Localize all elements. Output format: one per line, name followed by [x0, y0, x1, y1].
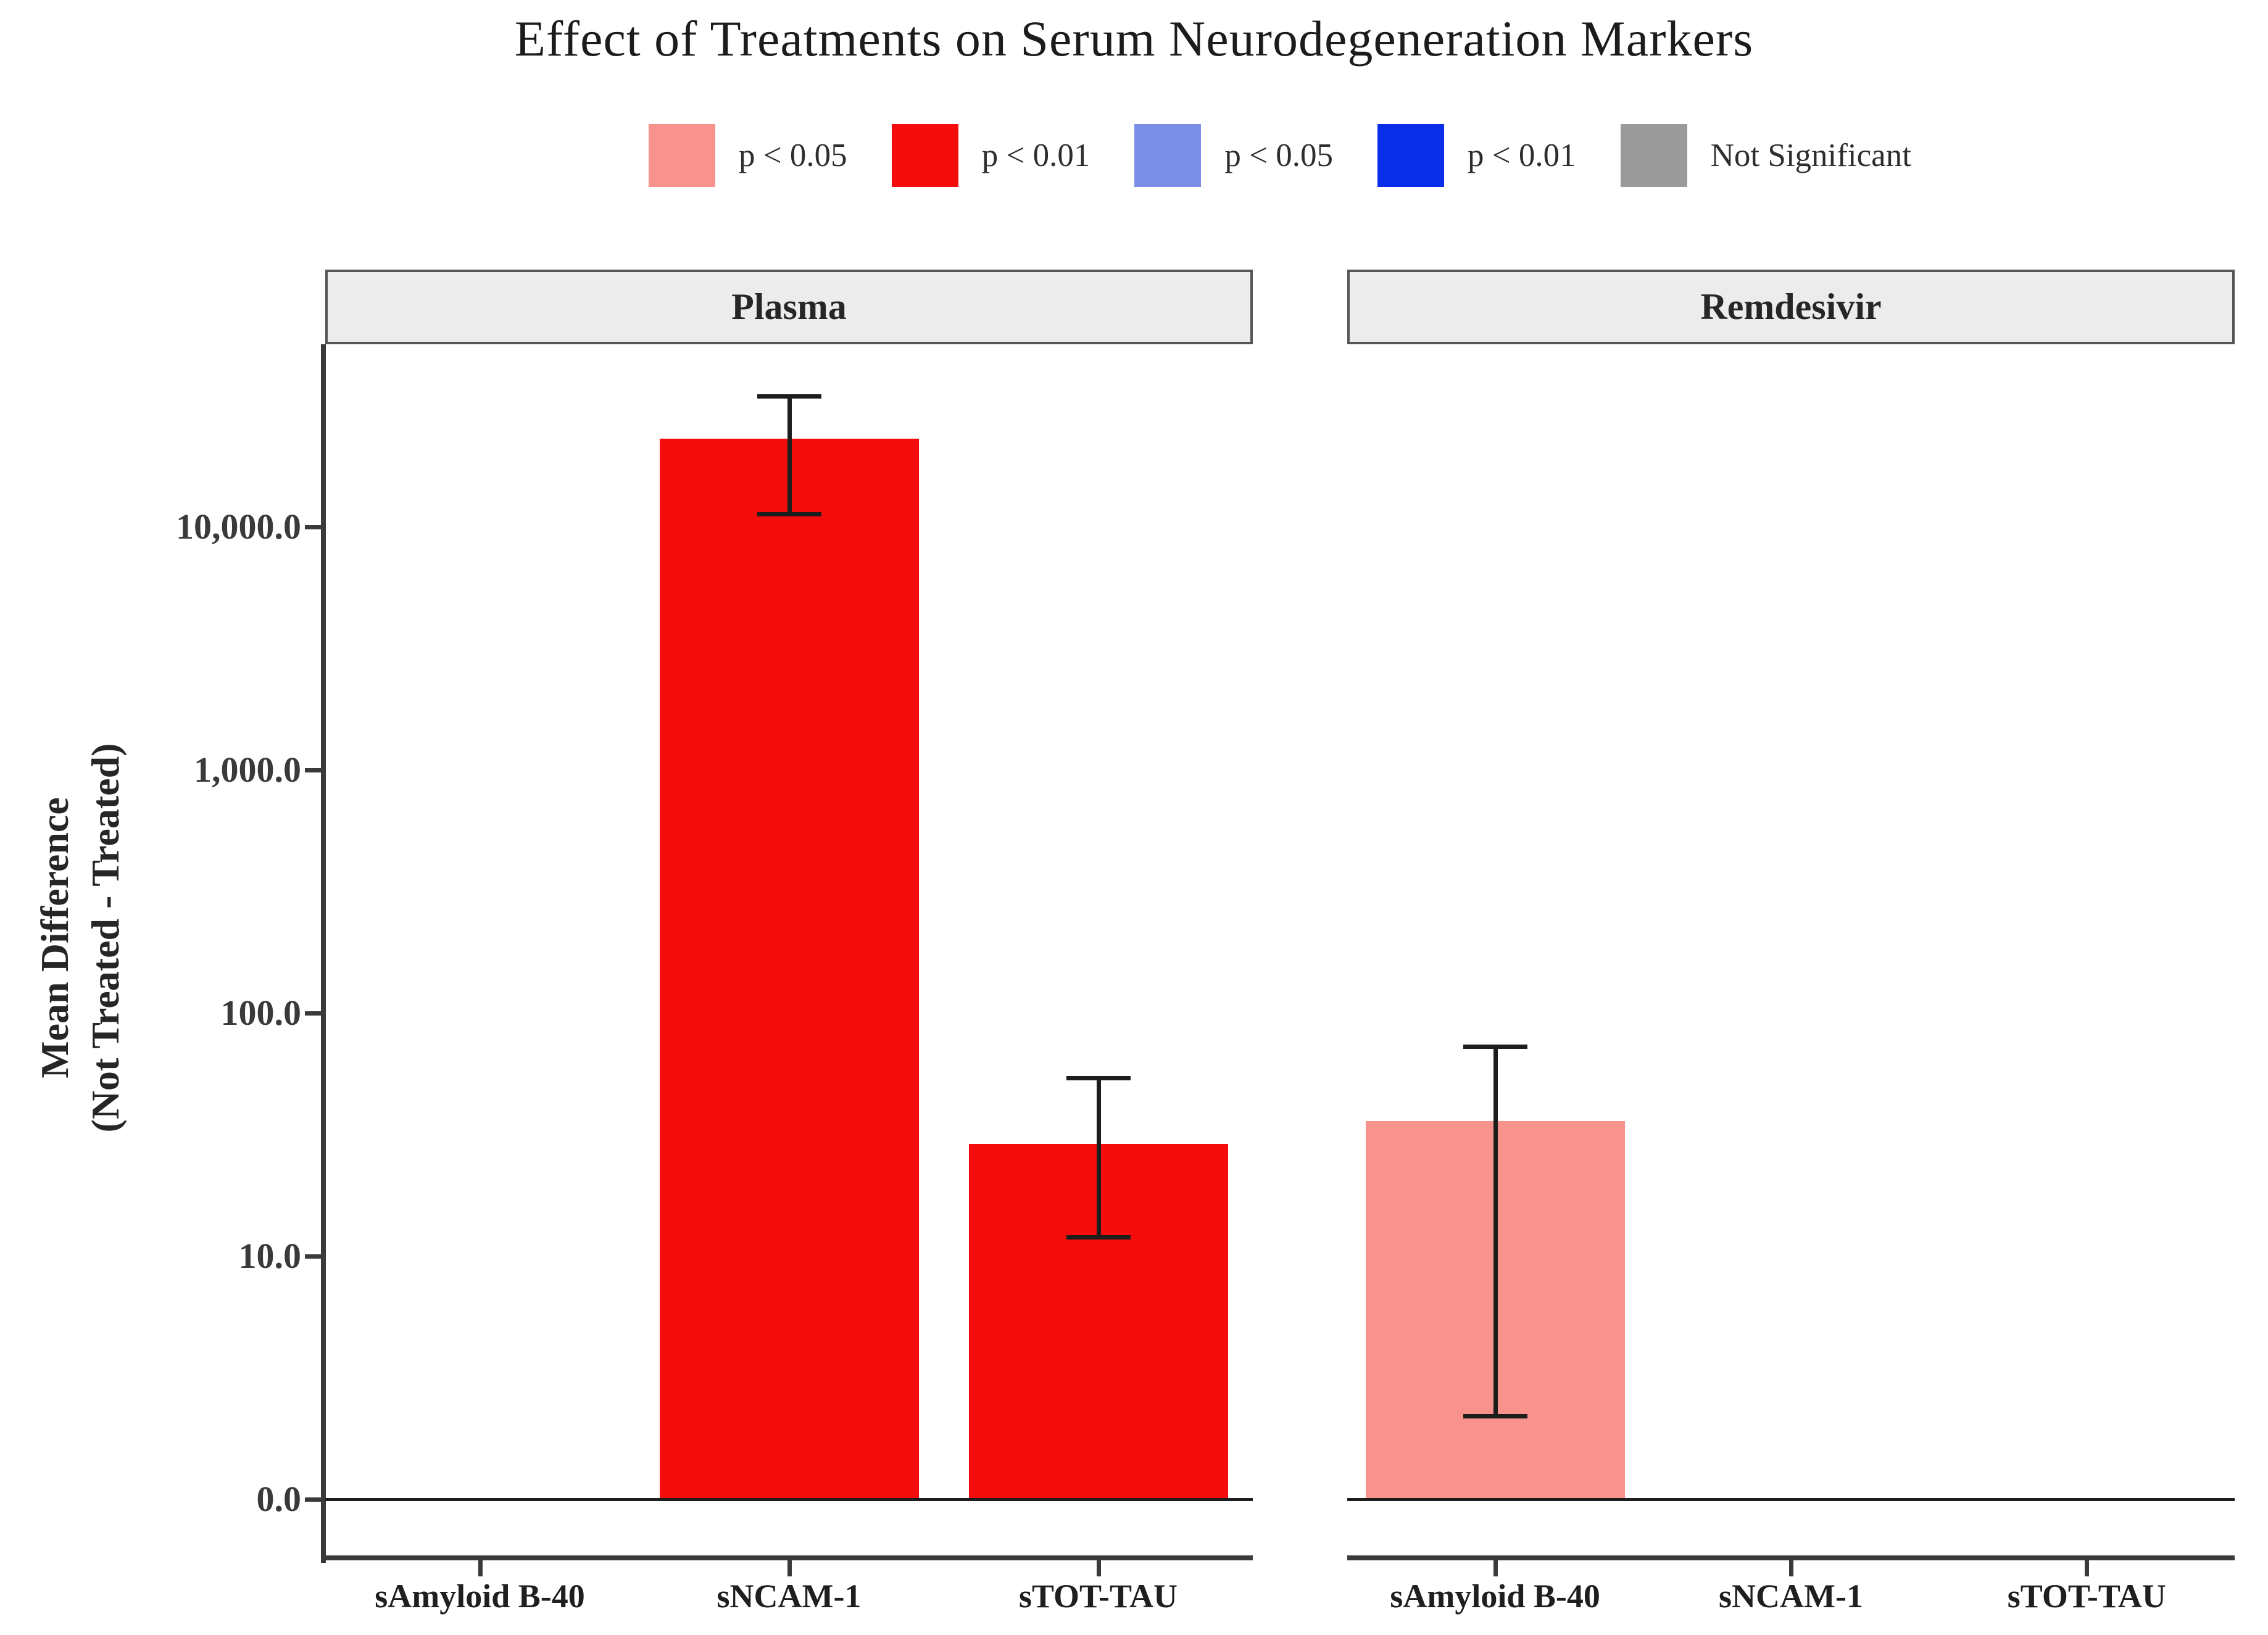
error-bar-cap-upper: [757, 394, 821, 399]
error-bar-line: [1096, 1078, 1101, 1237]
legend-item: p < 0.05: [649, 124, 847, 187]
bar-sncam-1: [659, 439, 919, 1499]
x-axis-category-label: sTOT-TAU: [1018, 1578, 1178, 1615]
y-axis-tick: [305, 1254, 321, 1259]
y-axis-tick: [305, 1497, 321, 1502]
legend-swatch-blue: [1377, 124, 1444, 187]
legend-item: p < 0.01: [891, 124, 1090, 187]
y-axis-tick: [305, 768, 321, 772]
error-bar-cap-upper: [1463, 1044, 1527, 1049]
x-axis-category-label: sNCAM-1: [1719, 1578, 1863, 1615]
legend-label: p < 0.01: [1467, 138, 1576, 173]
x-axis-tick: [478, 1560, 483, 1576]
x-axis-category-label: sAmyloid B-40: [375, 1578, 585, 1615]
y-axis-tick-label: 10.0: [238, 1236, 302, 1276]
legend-label: p < 0.05: [1224, 138, 1333, 173]
legend-label: p < 0.05: [739, 138, 847, 173]
facet-strip-label: Plasma: [731, 286, 847, 327]
y-axis-tick-label: 0.0: [256, 1479, 302, 1519]
facet-strip: Plasma: [325, 270, 1253, 344]
x-axis-tick: [1789, 1560, 1793, 1576]
chart-title: Effect of Treatments on Serum Neurodegen…: [514, 10, 1754, 67]
zero-line: [325, 1498, 1253, 1501]
error-bar-cap-lower: [1066, 1235, 1131, 1240]
error-bar-cap-lower: [757, 512, 821, 517]
legend-swatch-pink: [649, 124, 716, 187]
legend-label: Not Significant: [1710, 138, 1911, 173]
y-axis-tick-label: 1,000.0: [194, 750, 301, 790]
x-axis-tick: [2085, 1560, 2090, 1576]
y-axis-tick: [305, 1011, 321, 1016]
x-axis-tick: [1096, 1560, 1101, 1576]
legend-swatch-gray: [1620, 124, 1687, 187]
error-bar-cap-lower: [1463, 1414, 1527, 1419]
legend-swatch-red: [891, 124, 958, 187]
y-axis-tick: [305, 525, 321, 529]
x-axis-tick: [787, 1560, 792, 1576]
legend: p < 0.05 p < 0.01 p < 0.05 p < 0.01 Not …: [325, 118, 2235, 192]
legend-label: p < 0.01: [981, 138, 1090, 173]
error-bar-cap-upper: [1066, 1076, 1131, 1081]
legend-item: p < 0.01: [1377, 124, 1576, 187]
facet-strip-label: Remdesivir: [1700, 286, 1882, 327]
legend-swatch-lightblue: [1134, 124, 1202, 187]
x-axis-line: [1347, 1555, 2235, 1560]
zero-line: [1347, 1498, 2235, 1501]
y-axis-tick-label: 10,000.0: [176, 507, 301, 547]
x-axis-tick: [1493, 1560, 1498, 1576]
error-bar-line: [1493, 1046, 1498, 1417]
legend-item: p < 0.05: [1134, 124, 1333, 187]
x-axis-line: [325, 1555, 1253, 1560]
x-axis-category-label: sAmyloid B-40: [1390, 1578, 1600, 1615]
y-axis-tick-label: 100.0: [220, 993, 302, 1033]
legend-item: Not Significant: [1620, 124, 1911, 187]
y-axis-line: [321, 344, 326, 1563]
x-axis-category-label: sNCAM-1: [717, 1578, 862, 1615]
x-axis-category-label: sTOT-TAU: [2007, 1578, 2166, 1615]
facet-strip: Remdesivir: [1347, 270, 2235, 344]
error-bar-line: [787, 396, 792, 515]
